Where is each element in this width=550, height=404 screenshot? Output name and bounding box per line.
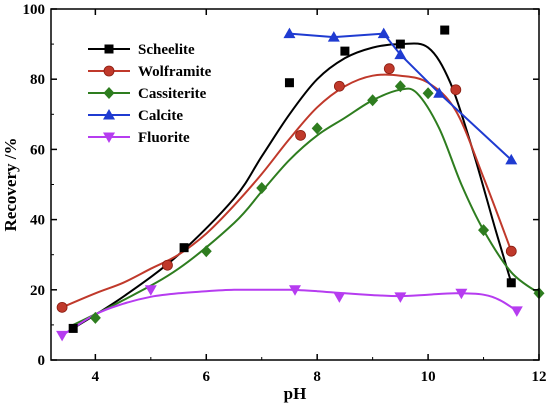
scheelite-point xyxy=(179,243,189,253)
legend-label-calcite: Calcite xyxy=(138,108,183,124)
calcite-point xyxy=(394,48,407,60)
cassiterite-point xyxy=(394,80,406,93)
wolframite-point xyxy=(162,259,173,271)
scheelite-point xyxy=(440,25,450,35)
wolframite-point xyxy=(505,245,517,257)
markers-layer xyxy=(56,25,545,342)
scheelite-point xyxy=(340,46,350,56)
curves-layer xyxy=(61,32,540,337)
y-tick-label: 80 xyxy=(30,72,45,88)
cassiterite-point xyxy=(422,87,434,100)
legend-marker-wolframite xyxy=(103,65,115,77)
x-tick-label: 6 xyxy=(203,369,211,385)
legend-marker-fluorite xyxy=(103,132,115,143)
fluorite-point xyxy=(144,285,157,296)
wolframite-curve xyxy=(61,73,513,309)
x-tick-label: 8 xyxy=(313,369,321,385)
wolframite-point xyxy=(333,80,345,92)
fluorite-point xyxy=(56,330,69,342)
x-tick-label: 10 xyxy=(421,369,436,385)
fluorite-point xyxy=(510,306,523,317)
wolframite-point xyxy=(383,63,395,75)
scheelite-point xyxy=(68,323,78,333)
cassiterite-point xyxy=(367,94,379,107)
legend-marker-cassiterite xyxy=(103,87,115,99)
legend-label-cassiterite: Cassiterite xyxy=(138,86,207,102)
cassiterite-curve xyxy=(72,87,540,326)
fluorite-point xyxy=(289,285,301,296)
fluorite-point xyxy=(394,292,407,303)
cassiterite-point xyxy=(478,224,490,237)
y-tick-label: 100 xyxy=(23,2,46,18)
scheelite-curve xyxy=(72,42,513,330)
legend-label-fluorite: Fluorite xyxy=(138,130,190,146)
x-tick-label: 12 xyxy=(532,369,547,385)
scheelite-point xyxy=(506,278,516,288)
calcite-point xyxy=(377,27,390,39)
x-tick-label: 4 xyxy=(92,369,100,385)
legend-marker-calcite xyxy=(103,109,115,120)
y-tick-label: 0 xyxy=(38,353,46,369)
scheelite-point xyxy=(284,78,294,88)
calcite-point xyxy=(433,87,446,98)
legend-label-wolframite: Wolframite xyxy=(138,64,212,80)
calcite-point xyxy=(505,153,518,165)
scheelite-point xyxy=(395,39,405,49)
y-tick-label: 60 xyxy=(30,142,45,158)
fluorite-point xyxy=(455,288,468,300)
cassiterite-point xyxy=(311,122,323,135)
fluorite-point xyxy=(333,292,346,303)
plot-frame xyxy=(50,8,540,361)
y-tick-label: 20 xyxy=(30,283,45,299)
legend-label-scheelite: Scheelite xyxy=(138,42,195,58)
x-axis-title: pH xyxy=(284,384,307,403)
y-tick-label: 40 xyxy=(30,213,45,229)
y-axis-title: Recovery /% xyxy=(1,138,20,232)
cassiterite-point xyxy=(256,182,268,195)
cassiterite-point xyxy=(89,311,101,324)
calcite-curve xyxy=(289,32,512,161)
calcite-point xyxy=(283,27,296,39)
calcite-point xyxy=(327,31,340,42)
cassiterite-point xyxy=(200,245,212,258)
legend-marker-scheelite xyxy=(104,44,114,54)
wolframite-point xyxy=(56,301,68,313)
wolframite-point xyxy=(295,129,306,141)
ticks-layer: 4 6 8 10 12 0 20 40 60 80 100 xyxy=(23,2,547,385)
wolframite-point xyxy=(450,84,462,96)
legend: Scheelite Wolframite Cassiterite Calcite Flu… xyxy=(88,42,212,146)
